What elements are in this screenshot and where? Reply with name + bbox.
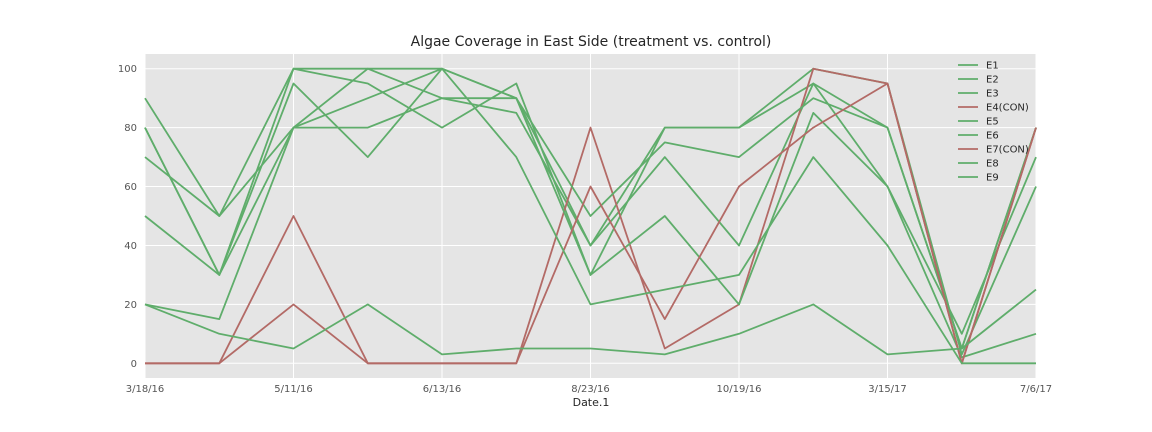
y-tick-label: 80 [124, 123, 137, 134]
y-tick-label: 100 [118, 64, 137, 75]
legend-label: E5 [986, 117, 999, 128]
x-axis-label: Date.1 [573, 396, 610, 409]
series-line-e7con [145, 82, 1037, 365]
x-tick-label: 3/18/16 [126, 384, 165, 395]
legend-label: E4(CON) [986, 103, 1029, 114]
series-lines [144, 67, 1037, 365]
x-tick-label: 3/15/17 [868, 384, 907, 395]
legend-label: E2 [986, 75, 999, 86]
legend-label: E9 [986, 173, 999, 184]
series-line-e6 [144, 67, 1037, 359]
y-tick-label: 40 [124, 241, 137, 252]
chart-title: Algae Coverage in East Side (treatment v… [411, 34, 772, 50]
x-tick-label: 5/11/16 [274, 384, 313, 395]
y-tick-label: 20 [124, 300, 137, 311]
series-line-e5 [144, 67, 1037, 350]
x-tick-label: 6/13/16 [423, 384, 462, 395]
x-tick-label: 8/23/16 [571, 384, 610, 395]
x-tick-label: 10/19/16 [717, 384, 762, 395]
series-line-e9 [144, 288, 1037, 356]
legend-label: E3 [986, 89, 999, 100]
x-tick-label: 7/6/17 [1020, 384, 1052, 395]
legend-label: E6 [986, 131, 999, 142]
legend-label: E1 [986, 61, 999, 72]
legend-label: E8 [986, 159, 999, 170]
series-line-e8 [144, 67, 1036, 365]
legend: E1 E2 E3 E4(CON) E5 E6 E7(CON) E8 E9 [958, 61, 1029, 184]
legend-label: E7(CON) [986, 145, 1029, 156]
y-tick-label: 60 [124, 182, 137, 193]
axis-ticks: 0 20 40 60 80 100 3/18/16 5/11/16 6/13/16 8/23/16… [118, 64, 1052, 395]
y-tick-label: 0 [131, 359, 137, 370]
